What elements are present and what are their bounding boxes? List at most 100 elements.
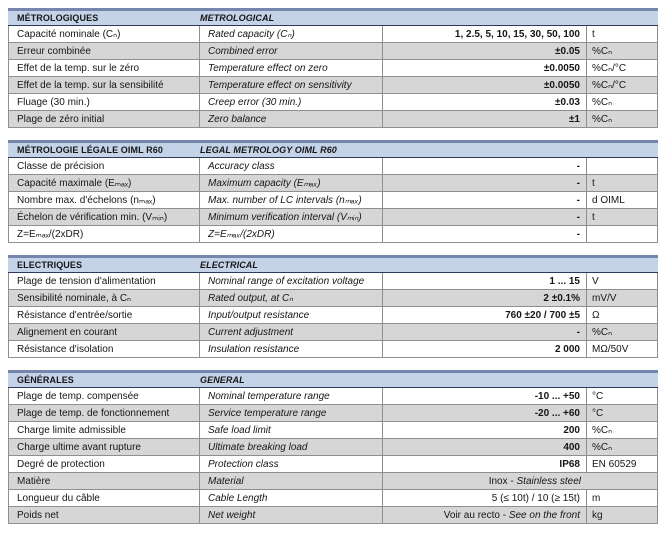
label-fr-cell: Résistance d'entrée/sortie <box>9 307 200 323</box>
value-text-italic: Stainless steel <box>516 475 581 487</box>
table-row: Erreur combinée Combined error ±0.05 %Cₙ <box>9 43 657 60</box>
label-en-cell: Material <box>200 473 383 489</box>
value-text: ±0.05 <box>555 45 580 57</box>
table-row: Poids net Net weight Voir au recto - See … <box>9 507 657 524</box>
label-en-cell: Net weight <box>200 507 383 523</box>
unit-cell: %Cₙ/°C <box>592 62 627 74</box>
section-title-fr: GÉNÉRALES <box>17 375 74 385</box>
section-title-en: METROLOGICAL <box>200 13 275 23</box>
table-row: Échelon de vérification min. (Vₘᵢₙ) Mini… <box>9 209 657 226</box>
table-row: Nombre max. d'échelons (nₘₐₓ) Max. numbe… <box>9 192 657 209</box>
label-fr-cell: Plage de temp. de fonctionnement <box>9 405 200 421</box>
unit-cell: Ω <box>592 309 600 321</box>
label-fr-cell: Erreur combinée <box>9 43 200 59</box>
value-cell: Inox - Stainless steel <box>383 473 587 489</box>
table-row: Matière Material Inox - Stainless steel <box>9 473 657 490</box>
value-cell: 760 ±20 / 700 ±5 <box>383 307 587 323</box>
section-rows: Plage de temp. compensée Nominal tempera… <box>8 388 658 524</box>
unit-cell: %Cₙ <box>592 96 613 108</box>
table-row: Sensibilité nominale, à Cₙ Rated output,… <box>9 290 657 307</box>
table-row: Classe de précision Accuracy class - <box>9 158 657 175</box>
table-row: Effet de la temp. sur la sensibilité Tem… <box>9 77 657 94</box>
table-row: Effet de la temp. sur le zéro Temperatur… <box>9 60 657 77</box>
value-text: ±0.03 <box>555 96 580 108</box>
label-fr-cell: Capacité nominale (Cₙ) <box>9 26 200 42</box>
label-en-cell: Ultimate breaking load <box>200 439 383 455</box>
table-row: Charge limite admissible Safe load limit… <box>9 422 657 439</box>
label-en-cell: Z=Eₘₐₓ/(2xDR) <box>200 226 383 242</box>
label-en-cell: Maximum capacity (Eₘₐₓ) <box>200 175 383 191</box>
value-text: 200 <box>563 424 580 436</box>
value-text: IP68 <box>559 458 580 470</box>
spec-section-3: GÉNÉRALES GENERAL Plage de temp. compens… <box>8 370 658 524</box>
value-cell: ±0.0050 <box>383 77 587 93</box>
table-row: Alignement en courant Current adjustment… <box>9 324 657 341</box>
table-row: Résistance d'isolation Insulation resist… <box>9 341 657 358</box>
value-cell: 400 <box>383 439 587 455</box>
unit-cell <box>587 226 657 242</box>
label-fr-cell: Plage de tension d'alimentation <box>9 273 200 289</box>
label-fr-cell: Alignement en courant <box>9 324 200 340</box>
value-cell: ±0.05 <box>383 43 587 59</box>
label-en-cell: Minimum verification interval (Vₘᵢₙ) <box>200 209 383 225</box>
section-title-en: GENERAL <box>200 375 245 385</box>
value-text: 760 ±20 / 700 ±5 <box>505 309 580 321</box>
label-en-cell: Rated capacity (Cₙ) <box>200 26 383 42</box>
table-row: Plage de tension d'alimentation Nominal … <box>9 273 657 290</box>
label-en-cell: Max. number of LC intervals (nₘₐₓ) <box>200 192 383 208</box>
value-text: Voir au recto - <box>443 509 507 521</box>
label-en-cell: Nominal temperature range <box>200 388 383 404</box>
value-text: 400 <box>563 441 580 453</box>
section-rows: Plage de tension d'alimentation Nominal … <box>8 273 658 358</box>
value-cell: -10 ... +50 <box>383 388 587 404</box>
unit-cell: %Cₙ <box>592 113 613 125</box>
unit-cell: t <box>592 177 595 189</box>
label-fr-cell: Plage de temp. compensée <box>9 388 200 404</box>
value-text-italic: See on the front <box>508 509 580 521</box>
label-en-cell: Rated output, at Cₙ <box>200 290 383 306</box>
value-text: - <box>576 177 580 189</box>
label-fr-cell: Sensibilité nominale, à Cₙ <box>9 290 200 306</box>
table-row: Capacité maximale (Eₘₐₓ) Maximum capacit… <box>9 175 657 192</box>
value-text: 1 ... 15 <box>549 275 580 287</box>
label-fr-cell: Matière <box>9 473 200 489</box>
label-fr-cell: Z=Eₘₐₓ/(2xDR) <box>9 226 200 242</box>
value-text: ±1 <box>568 113 580 125</box>
label-fr-cell: Échelon de vérification min. (Vₘᵢₙ) <box>9 209 200 225</box>
value-cell: ±0.0050 <box>383 60 587 76</box>
section-title-en: ELECTRICAL <box>200 260 258 270</box>
label-fr-cell: Charge ultime avant rupture <box>9 439 200 455</box>
label-en-cell: Current adjustment <box>200 324 383 340</box>
label-en-cell: Accuracy class <box>200 158 383 174</box>
value-cell: 5 (≤ 10t) / 10 (≥ 15t) <box>383 490 587 506</box>
value-cell: 2 ±0.1% <box>383 290 587 306</box>
unit-cell: t <box>592 28 595 40</box>
label-fr-cell: Classe de précision <box>9 158 200 174</box>
table-row: Plage de zéro initial Zero balance ±1 %C… <box>9 111 657 128</box>
unit-cell <box>587 473 657 489</box>
unit-cell: EN 60529 <box>592 458 637 470</box>
value-text: -20 ... +60 <box>534 407 580 419</box>
value-cell: 1, 2.5, 5, 10, 15, 30, 50, 100 <box>383 26 587 42</box>
table-row: Longueur du câble Cable Length 5 (≤ 10t)… <box>9 490 657 507</box>
unit-cell: %Cₙ <box>592 45 613 57</box>
unit-cell: kg <box>592 509 603 521</box>
spec-section-2: ELECTRIQUES ELECTRICAL Plage de tension … <box>8 255 658 358</box>
table-row: Z=Eₘₐₓ/(2xDR) Z=Eₘₐₓ/(2xDR) - <box>9 226 657 243</box>
section-title-fr: MÉTROLOGIQUES <box>17 13 99 23</box>
section-rows: Capacité nominale (Cₙ) Rated capacity (C… <box>8 26 658 128</box>
spec-table: MÉTROLOGIQUES METROLOGICAL Capacité nomi… <box>8 8 658 524</box>
unit-cell: °C <box>592 407 604 419</box>
value-text: - <box>576 228 580 240</box>
value-cell: - <box>383 209 587 225</box>
value-text: ±0.0050 <box>543 62 580 74</box>
value-text: ±0.0050 <box>543 79 580 91</box>
label-en-cell: Nominal range of excitation voltage <box>200 273 383 289</box>
unit-cell: %Cₙ/°C <box>592 79 627 91</box>
value-text: 1, 2.5, 5, 10, 15, 30, 50, 100 <box>454 28 580 40</box>
table-row: Degré de protection Protection class IP6… <box>9 456 657 473</box>
label-en-cell: Safe load limit <box>200 422 383 438</box>
section-title-en: LEGAL METROLOGY OIML R60 <box>200 145 337 155</box>
value-text: 5 (≤ 10t) / 10 (≥ 15t) <box>491 492 580 504</box>
value-cell: Voir au recto - See on the front <box>383 507 587 523</box>
